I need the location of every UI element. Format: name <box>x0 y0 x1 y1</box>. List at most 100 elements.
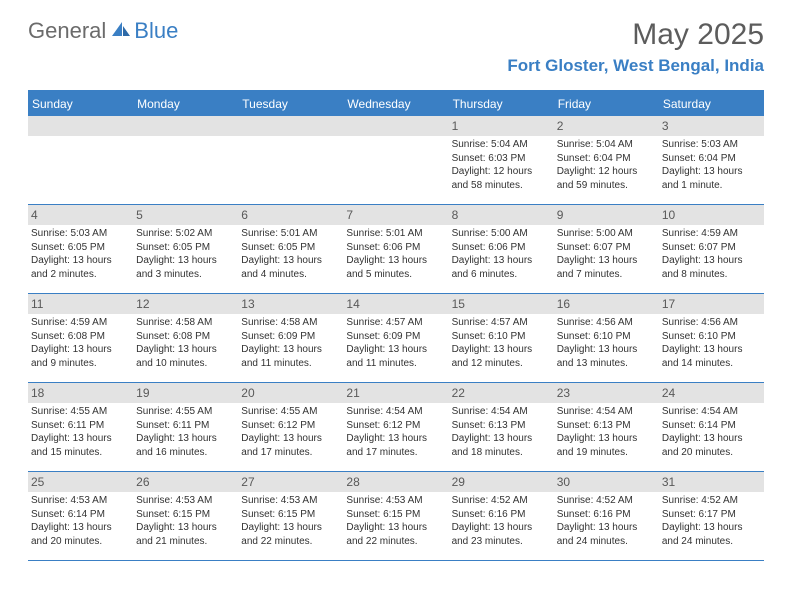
daylight-text: Daylight: 13 hours and 17 minutes. <box>241 432 340 459</box>
daylight-text: Daylight: 13 hours and 9 minutes. <box>31 343 130 370</box>
daylight-text: Daylight: 13 hours and 20 minutes. <box>662 432 761 459</box>
day-header: Sunday <box>28 92 133 116</box>
day-cell: 18Sunrise: 4:55 AMSunset: 6:11 PMDayligh… <box>28 383 133 471</box>
sunset-text: Sunset: 6:09 PM <box>241 330 340 344</box>
day-cell <box>343 116 448 204</box>
week-row: 25Sunrise: 4:53 AMSunset: 6:14 PMDayligh… <box>28 472 764 561</box>
sunrise-text: Sunrise: 4:54 AM <box>557 405 656 419</box>
sunrise-text: Sunrise: 4:55 AM <box>31 405 130 419</box>
day-number: 27 <box>238 472 343 492</box>
page-header: General Blue May 2025 Fort Gloster, West… <box>0 0 792 84</box>
day-cell: 24Sunrise: 4:54 AMSunset: 6:14 PMDayligh… <box>659 383 764 471</box>
sunrise-text: Sunrise: 4:54 AM <box>346 405 445 419</box>
sunset-text: Sunset: 6:05 PM <box>136 241 235 255</box>
day-number: 21 <box>343 383 448 403</box>
daylight-text: Daylight: 13 hours and 8 minutes. <box>662 254 761 281</box>
day-number: 26 <box>133 472 238 492</box>
day-number: 28 <box>343 472 448 492</box>
sunrise-text: Sunrise: 4:52 AM <box>452 494 551 508</box>
day-number: 15 <box>449 294 554 314</box>
day-header: Wednesday <box>343 92 448 116</box>
daylight-text: Daylight: 13 hours and 11 minutes. <box>346 343 445 370</box>
day-cell: 20Sunrise: 4:55 AMSunset: 6:12 PMDayligh… <box>238 383 343 471</box>
sunset-text: Sunset: 6:10 PM <box>452 330 551 344</box>
sunrise-text: Sunrise: 4:52 AM <box>662 494 761 508</box>
logo: General Blue <box>28 18 178 44</box>
sunrise-text: Sunrise: 4:58 AM <box>136 316 235 330</box>
day-number: 18 <box>28 383 133 403</box>
sunset-text: Sunset: 6:13 PM <box>452 419 551 433</box>
sunset-text: Sunset: 6:12 PM <box>346 419 445 433</box>
location-label: Fort Gloster, West Bengal, India <box>507 56 764 76</box>
sunrise-text: Sunrise: 4:53 AM <box>241 494 340 508</box>
day-number: 31 <box>659 472 764 492</box>
day-number: 14 <box>343 294 448 314</box>
sunrise-text: Sunrise: 4:54 AM <box>662 405 761 419</box>
day-cell: 11Sunrise: 4:59 AMSunset: 6:08 PMDayligh… <box>28 294 133 382</box>
sunset-text: Sunset: 6:04 PM <box>662 152 761 166</box>
sunrise-text: Sunrise: 4:53 AM <box>136 494 235 508</box>
sunset-text: Sunset: 6:15 PM <box>136 508 235 522</box>
sunrise-text: Sunrise: 4:53 AM <box>346 494 445 508</box>
month-title: May 2025 <box>507 18 764 52</box>
logo-text-blue: Blue <box>134 18 178 44</box>
sunset-text: Sunset: 6:04 PM <box>557 152 656 166</box>
sunrise-text: Sunrise: 4:55 AM <box>136 405 235 419</box>
day-cell: 8Sunrise: 5:00 AMSunset: 6:06 PMDaylight… <box>449 205 554 293</box>
sunrise-text: Sunrise: 5:03 AM <box>662 138 761 152</box>
day-cell: 15Sunrise: 4:57 AMSunset: 6:10 PMDayligh… <box>449 294 554 382</box>
daylight-text: Daylight: 13 hours and 22 minutes. <box>241 521 340 548</box>
day-cell: 21 Sunrise: 4:54 AMSunset: 6:12 PMDayligh… <box>343 383 448 471</box>
sunrise-text: Sunrise: 5:00 AM <box>452 227 551 241</box>
sunset-text: Sunset: 6:14 PM <box>31 508 130 522</box>
day-header: Monday <box>133 92 238 116</box>
day-number: 1 <box>449 116 554 136</box>
daylight-text: Daylight: 12 hours and 59 minutes. <box>557 165 656 192</box>
day-cell: 23Sunrise: 4:54 AMSunset: 6:13 PMDayligh… <box>554 383 659 471</box>
day-number: 3 <box>659 116 764 136</box>
day-header: Friday <box>554 92 659 116</box>
day-cell: 3 Sunrise: 5:03 AMSunset: 6:04 PMDaylight… <box>659 116 764 204</box>
day-cell: 10Sunrise: 4:59 AMSunset: 6:07 PMDayligh… <box>659 205 764 293</box>
day-cell: 26Sunrise: 4:53 AMSunset: 6:15 PMDayligh… <box>133 472 238 560</box>
day-cell: 29Sunrise: 4:52 AMSunset: 6:16 PMDayligh… <box>449 472 554 560</box>
day-number: 20 <box>238 383 343 403</box>
day-number: 30 <box>554 472 659 492</box>
day-cell: 22Sunrise: 4:54 AMSunset: 6:13 PMDayligh… <box>449 383 554 471</box>
logo-text-general: General <box>28 18 106 44</box>
daylight-text: Daylight: 13 hours and 11 minutes. <box>241 343 340 370</box>
daylight-text: Daylight: 13 hours and 6 minutes. <box>452 254 551 281</box>
day-cell: 12Sunrise: 4:58 AMSunset: 6:08 PMDayligh… <box>133 294 238 382</box>
sunset-text: Sunset: 6:11 PM <box>136 419 235 433</box>
day-cell: 27Sunrise: 4:53 AMSunset: 6:15 PMDayligh… <box>238 472 343 560</box>
sunset-text: Sunset: 6:16 PM <box>557 508 656 522</box>
day-cell: 9Sunrise: 5:00 AMSunset: 6:07 PMDaylight… <box>554 205 659 293</box>
day-number <box>238 116 343 136</box>
sunrise-text: Sunrise: 4:56 AM <box>662 316 761 330</box>
daylight-text: Daylight: 13 hours and 5 minutes. <box>346 254 445 281</box>
day-number: 22 <box>449 383 554 403</box>
daylight-text: Daylight: 13 hours and 1 minute. <box>662 165 761 192</box>
sunset-text: Sunset: 6:05 PM <box>241 241 340 255</box>
daylight-text: Daylight: 13 hours and 4 minutes. <box>241 254 340 281</box>
title-block: May 2025 Fort Gloster, West Bengal, Indi… <box>507 18 764 76</box>
sunrise-text: Sunrise: 5:02 AM <box>136 227 235 241</box>
daylight-text: Daylight: 13 hours and 19 minutes. <box>557 432 656 459</box>
day-number: 19 <box>133 383 238 403</box>
day-number <box>28 116 133 136</box>
day-number: 24 <box>659 383 764 403</box>
day-cell: 2Sunrise: 5:04 AMSunset: 6:04 PMDaylight… <box>554 116 659 204</box>
sunset-text: Sunset: 6:03 PM <box>452 152 551 166</box>
day-number: 17 <box>659 294 764 314</box>
day-header: Saturday <box>659 92 764 116</box>
sunrise-text: Sunrise: 4:54 AM <box>452 405 551 419</box>
calendar: SundayMondayTuesdayWednesdayThursdayFrid… <box>28 90 764 561</box>
day-cell: 16Sunrise: 4:56 AMSunset: 6:10 PMDayligh… <box>554 294 659 382</box>
day-number: 7 <box>343 205 448 225</box>
daylight-text: Daylight: 13 hours and 24 minutes. <box>557 521 656 548</box>
sunset-text: Sunset: 6:08 PM <box>31 330 130 344</box>
day-number: 25 <box>28 472 133 492</box>
daylight-text: Daylight: 13 hours and 14 minutes. <box>662 343 761 370</box>
daylight-text: Daylight: 13 hours and 17 minutes. <box>346 432 445 459</box>
week-row: 11Sunrise: 4:59 AMSunset: 6:08 PMDayligh… <box>28 294 764 383</box>
